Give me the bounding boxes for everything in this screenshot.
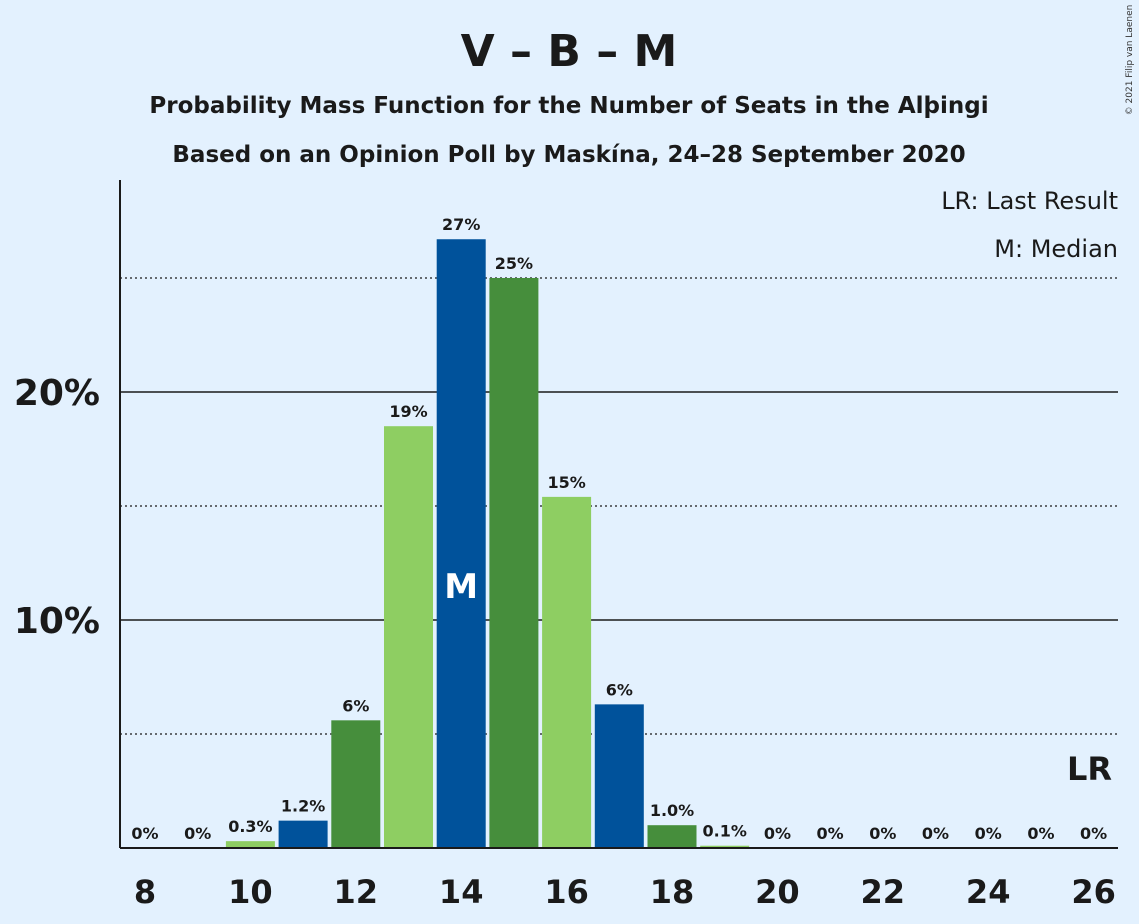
bar-label-seat-24: 0% <box>975 824 1002 843</box>
chart-title: V – B – M <box>461 26 678 77</box>
bar-seat-11 <box>278 820 328 848</box>
gridlines <box>120 277 1118 735</box>
bar-label-seat-15: 25% <box>495 254 533 273</box>
bar-label-seat-12: 6% <box>342 696 369 715</box>
median-marker: M <box>444 567 478 607</box>
x-tick-labels: 8 10 12 14 16 18 20 22 24 26 <box>134 873 1116 911</box>
bar-label-seat-23: 0% <box>922 824 949 843</box>
bar-label-seat-13: 19% <box>389 402 427 421</box>
x-tick-12: 12 <box>334 873 379 911</box>
bar-label-seat-17: 6% <box>606 680 633 699</box>
bar-seat-14 <box>436 239 486 849</box>
copyright-text: © 2021 Filip van Laenen <box>1125 5 1135 116</box>
bar-label-seat-18: 1.0% <box>650 801 694 820</box>
bar-label-seat-19: 0.1% <box>703 822 747 841</box>
bar-label-seat-11: 1.2% <box>281 797 325 816</box>
last-result-marker: LR <box>1067 750 1112 788</box>
bar-seat-10 <box>225 841 275 848</box>
x-tick-10: 10 <box>228 873 273 911</box>
bar-label-seat-25: 0% <box>1027 824 1054 843</box>
x-tick-24: 24 <box>966 873 1011 911</box>
bar-seat-15 <box>489 278 539 848</box>
bar-seat-17 <box>594 704 644 848</box>
y-tick-labels: 10% 20% <box>14 373 100 642</box>
bar-label-seat-14: 27% <box>442 215 480 234</box>
y-tick-20: 20% <box>14 373 100 414</box>
bar-label-seat-10: 0.3% <box>228 817 272 836</box>
x-tick-18: 18 <box>650 873 695 911</box>
bar-label-seat-16: 15% <box>547 473 585 492</box>
x-tick-16: 16 <box>544 873 589 911</box>
bar-seat-18 <box>647 825 697 848</box>
axes <box>119 180 1118 849</box>
bar-label-seat-21: 0% <box>817 824 844 843</box>
x-tick-20: 20 <box>755 873 800 911</box>
legend-median: M: Median <box>994 235 1118 263</box>
legend-last-result: LR: Last Result <box>941 187 1118 215</box>
bar-seat-19 <box>700 845 750 848</box>
bar-label-seat-20: 0% <box>764 824 791 843</box>
x-tick-26: 26 <box>1071 873 1116 911</box>
x-tick-8: 8 <box>134 873 156 911</box>
bar-seat-16 <box>542 496 592 848</box>
chart-subtitle-2: Based on an Opinion Poll by Maskína, 24–… <box>172 142 965 168</box>
bar-labels: 0% 0% 0.3% 1.2% 6% 19% 27% 25% 15% 6% 1.0% 0.1% 0% 0%… <box>131 215 1107 843</box>
x-tick-22: 22 <box>861 873 906 911</box>
chart-subtitle-1: Probability Mass Function for the Number… <box>149 93 988 119</box>
bar-label-seat-26: 0% <box>1080 824 1107 843</box>
y-tick-10: 10% <box>14 601 100 642</box>
bar-label-seat-9: 0% <box>184 824 211 843</box>
bar-seat-13 <box>384 426 433 848</box>
bar-label-seat-8: 0% <box>131 824 158 843</box>
bars <box>225 239 750 849</box>
x-tick-14: 14 <box>439 873 484 911</box>
bar-label-seat-22: 0% <box>869 824 896 843</box>
bar-seat-12 <box>331 720 381 848</box>
